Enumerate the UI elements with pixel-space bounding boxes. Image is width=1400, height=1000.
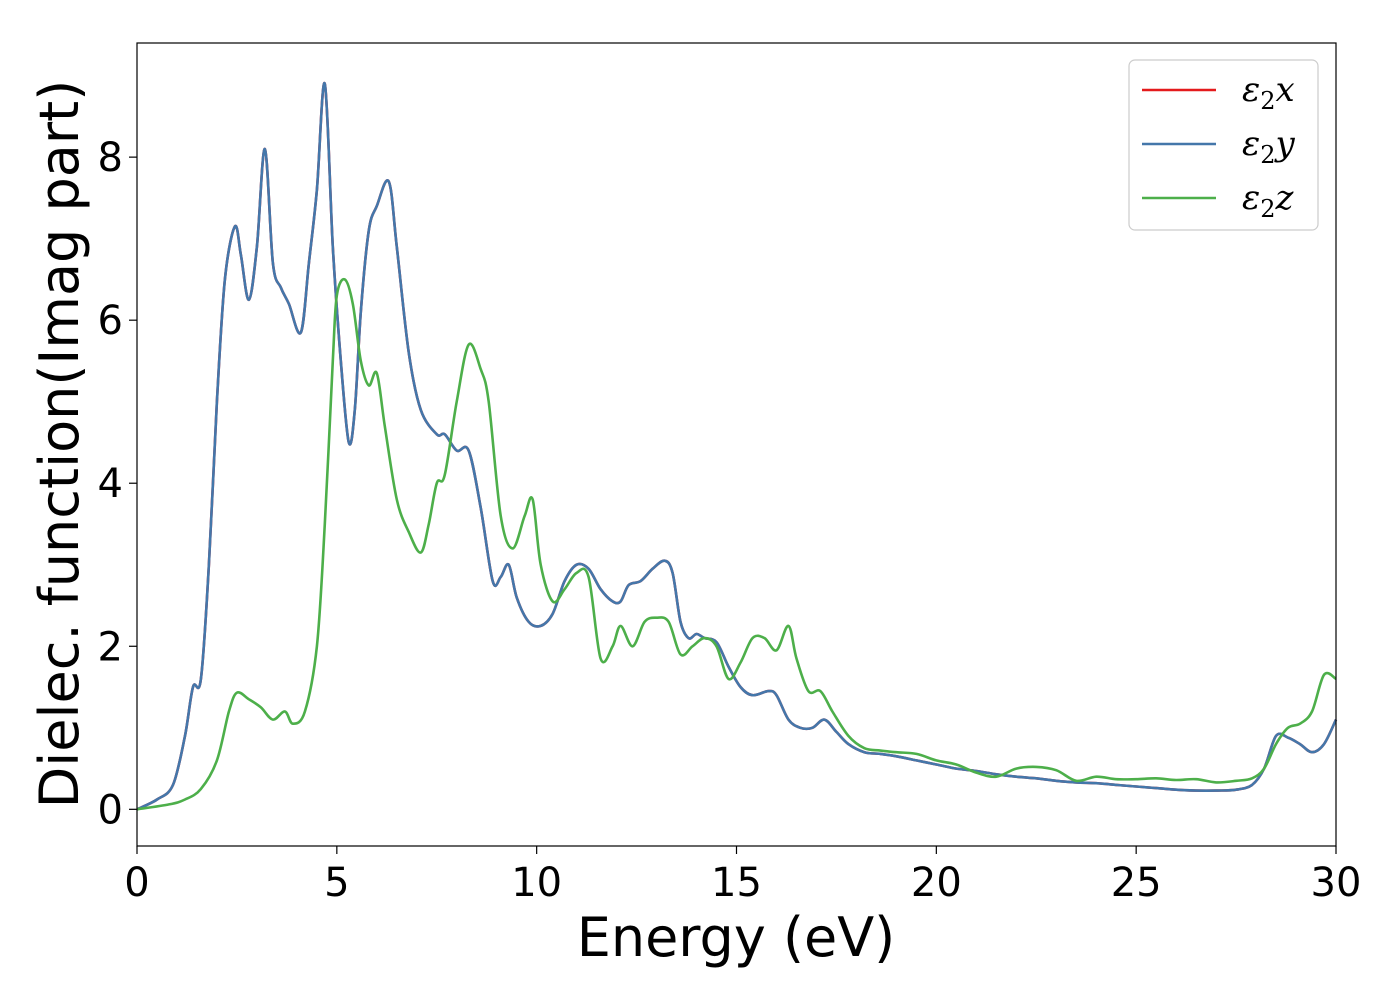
y-axis-title: Dielec. function(Imag part): [28, 80, 91, 809]
legend-box: [1128, 59, 1319, 231]
x-tick-label: 0: [124, 860, 149, 906]
x-tick-label: 15: [711, 860, 762, 906]
x-axis: 0 5 10 15 20 25 30: [124, 846, 1361, 906]
legend-label-x: ε2x: [1242, 70, 1295, 115]
x-tick-label: 20: [911, 860, 962, 906]
y-axis: 0 2 4 6 8: [98, 135, 137, 833]
y-tick-label: 6: [98, 298, 123, 344]
y-tick-label: 2: [98, 624, 123, 670]
x-tick-label: 10: [511, 860, 562, 906]
legend-label-z: ε2z: [1242, 178, 1295, 223]
x-axis-title: Energy (eV): [577, 906, 896, 969]
legend: ε2x ε2y ε2z: [1128, 59, 1319, 231]
series-layer: [136, 82, 1338, 811]
x-tick-label: 25: [1111, 860, 1162, 906]
x-tick-label: 5: [324, 860, 349, 906]
x-tick-label: 30: [1311, 860, 1362, 906]
legend-label-y: ε2y: [1242, 124, 1296, 169]
series-line-y: [136, 82, 1338, 811]
series-line-z: [136, 277, 1337, 811]
y-tick-label: 0: [98, 787, 123, 833]
y-tick-label: 8: [98, 135, 123, 181]
y-tick-label: 4: [98, 461, 123, 507]
